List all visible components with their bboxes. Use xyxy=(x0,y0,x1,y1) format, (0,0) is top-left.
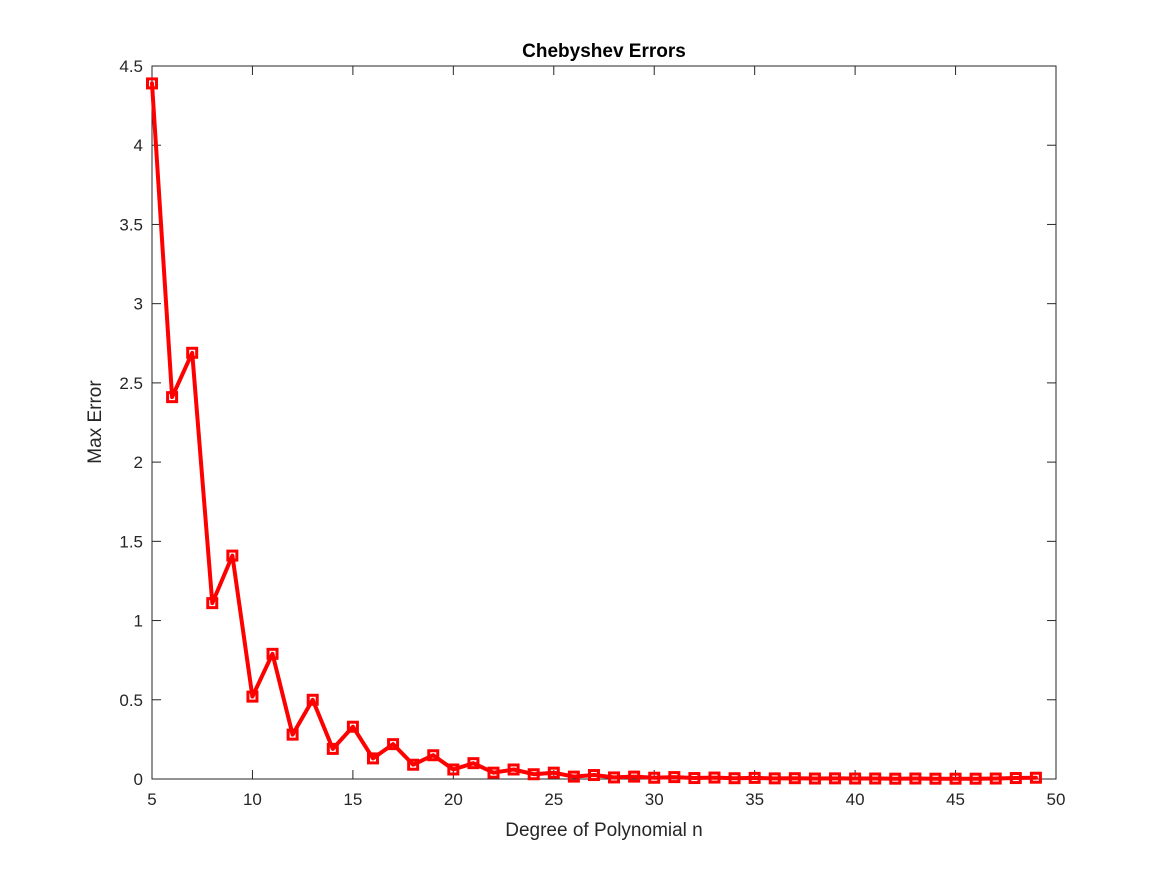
x-tick-label: 5 xyxy=(147,790,156,809)
data-point xyxy=(1029,771,1042,784)
data-point xyxy=(708,771,721,784)
data-point xyxy=(949,772,962,785)
data-point xyxy=(889,772,902,785)
chart-title: Chebyshev Errors xyxy=(522,41,686,62)
y-tick-label: 3 xyxy=(134,295,143,314)
y-tick-label: 2 xyxy=(134,453,143,472)
data-point xyxy=(447,763,460,776)
y-axis-label: Max Error xyxy=(85,380,106,464)
data-point xyxy=(166,391,179,404)
data-point xyxy=(427,749,440,762)
data-point xyxy=(688,772,701,785)
data-point xyxy=(869,772,882,785)
data-point xyxy=(969,772,982,785)
x-tick-label: 20 xyxy=(444,790,463,809)
data-point xyxy=(527,768,540,781)
data-point xyxy=(226,549,239,562)
data-point xyxy=(728,772,741,785)
x-tick-label: 30 xyxy=(645,790,664,809)
data-point xyxy=(487,766,500,779)
y-tick-label: 3.5 xyxy=(119,215,143,234)
data-point xyxy=(648,771,661,784)
data-point xyxy=(748,771,761,784)
data-point xyxy=(768,772,781,785)
data-point xyxy=(387,738,400,751)
y-tick-label: 4.5 xyxy=(119,57,143,76)
data-point xyxy=(286,728,299,741)
x-tick-label: 50 xyxy=(1047,790,1066,809)
data-point xyxy=(829,772,842,785)
data-point xyxy=(366,752,379,765)
x-tick-label: 15 xyxy=(343,790,362,809)
data-point xyxy=(246,690,259,703)
data-point xyxy=(608,771,621,784)
x-axis-label: Degree of Polynomial n xyxy=(505,820,703,841)
data-point xyxy=(146,77,158,90)
data-point xyxy=(186,346,199,359)
plot-frame xyxy=(151,65,1057,780)
x-tick-label: 35 xyxy=(745,790,764,809)
y-tick-label: 0 xyxy=(134,770,143,789)
data-point xyxy=(1009,772,1022,785)
x-tick-label: 25 xyxy=(544,790,563,809)
y-tick-label: 4 xyxy=(134,136,143,155)
data-point xyxy=(909,772,922,785)
data-point xyxy=(567,770,580,783)
y-tick-label: 1.5 xyxy=(119,532,143,551)
data-point xyxy=(628,770,641,783)
data-point xyxy=(788,772,801,785)
data-point xyxy=(587,769,600,782)
tick-labels: 5 10 15 20 25 30 35 40 45 50 0 0.5 1 1.5 2 2.5 3 3.5 4 4.5 xyxy=(119,57,1065,809)
data-point xyxy=(266,647,279,660)
data-point xyxy=(547,766,560,779)
data-point xyxy=(929,772,942,785)
data-point xyxy=(849,772,862,785)
y-tick-label: 2.5 xyxy=(119,374,143,393)
data-point xyxy=(467,757,480,770)
data-point xyxy=(346,720,359,733)
series-layer xyxy=(146,77,1042,785)
series-line xyxy=(150,81,1038,781)
y-tick-label: 0.5 xyxy=(119,691,143,710)
x-tick-label: 10 xyxy=(243,790,262,809)
data-point xyxy=(808,772,821,785)
y-tick-label: 1 xyxy=(134,612,143,631)
data-point xyxy=(668,771,681,784)
data-point xyxy=(407,758,420,771)
data-point xyxy=(206,597,219,610)
data-point xyxy=(989,772,1002,785)
x-tick-label: 40 xyxy=(846,790,865,809)
data-point xyxy=(326,742,339,755)
x-tick-label: 45 xyxy=(946,790,965,809)
data-point xyxy=(306,693,319,706)
plot-background xyxy=(152,66,1056,779)
data-point xyxy=(507,763,520,776)
